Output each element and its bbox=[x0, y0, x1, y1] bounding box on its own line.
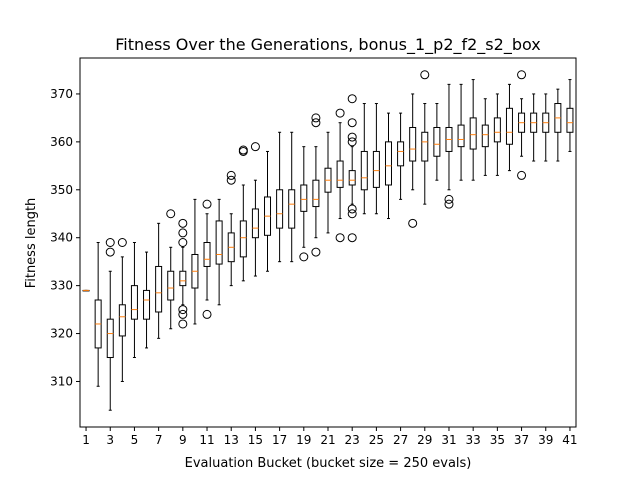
box bbox=[251, 208, 259, 239]
y-tick-label: 320 bbox=[50, 327, 73, 341]
box bbox=[118, 304, 126, 337]
x-tick-label: 15 bbox=[248, 433, 263, 447]
box bbox=[215, 220, 223, 265]
x-tick-label: 27 bbox=[393, 433, 408, 447]
outlier-point bbox=[226, 175, 236, 185]
outlier-point bbox=[420, 70, 430, 80]
outlier-point bbox=[311, 113, 321, 123]
x-tick-label: 19 bbox=[296, 433, 311, 447]
box bbox=[360, 150, 368, 191]
box bbox=[397, 141, 405, 167]
box bbox=[421, 131, 429, 162]
plot-frame bbox=[79, 57, 577, 428]
x-tick-label: 35 bbox=[490, 433, 505, 447]
box bbox=[457, 124, 465, 148]
box bbox=[348, 170, 356, 186]
y-tick-label: 350 bbox=[50, 183, 73, 197]
plot-area: 1 3 5 7 9 11 13 15 17 19 21 23 25 27 29 31 33 35 37 39 41310… bbox=[50, 70, 578, 447]
outlier-point bbox=[311, 118, 321, 128]
box bbox=[336, 160, 344, 188]
outlier-point bbox=[311, 247, 321, 257]
outlier-point bbox=[178, 228, 188, 238]
outlier-point bbox=[347, 233, 357, 243]
outlier-point bbox=[105, 238, 115, 247]
x-tick-label: 37 bbox=[514, 433, 529, 447]
box bbox=[493, 117, 501, 143]
x-tick-label: 21 bbox=[320, 433, 335, 447]
outlier-point bbox=[347, 132, 357, 142]
outlier-point bbox=[444, 199, 454, 209]
outlier-point bbox=[347, 209, 357, 219]
box bbox=[203, 242, 211, 267]
x-tick-label: 23 bbox=[345, 433, 360, 447]
x-tick-label: 7 bbox=[155, 433, 163, 447]
box bbox=[288, 189, 296, 229]
box bbox=[179, 270, 187, 287]
x-tick-label: 17 bbox=[272, 433, 287, 447]
outlier-point bbox=[178, 319, 188, 329]
y-tick-label: 370 bbox=[50, 87, 73, 101]
outlier-point bbox=[444, 194, 454, 204]
box bbox=[384, 141, 392, 186]
x-tick-label: 5 bbox=[131, 433, 139, 447]
outlier-point bbox=[238, 145, 248, 155]
x-tick-label: 41 bbox=[562, 433, 577, 447]
outlier-point bbox=[178, 238, 188, 247]
x-tick-label: 25 bbox=[369, 433, 384, 447]
x-axis-label: Evaluation Bucket (bucket size = 250 eva… bbox=[185, 456, 472, 471]
box bbox=[143, 289, 151, 320]
y-tick-label: 330 bbox=[50, 279, 73, 293]
outlier-point bbox=[347, 204, 357, 214]
y-axis-label: Fitness length bbox=[24, 198, 39, 289]
outlier-point bbox=[347, 94, 357, 104]
outlier-point bbox=[226, 170, 236, 180]
x-tick-label: 39 bbox=[538, 433, 553, 447]
outlier-point bbox=[166, 209, 176, 219]
box bbox=[409, 126, 417, 162]
box bbox=[155, 265, 163, 313]
outlier-point bbox=[178, 309, 188, 319]
outlier-point bbox=[347, 118, 357, 128]
x-tick-label: 11 bbox=[199, 433, 214, 447]
x-tick-label: 33 bbox=[466, 433, 481, 447]
box bbox=[312, 179, 320, 208]
box bbox=[505, 107, 513, 145]
outlier-point bbox=[517, 170, 527, 180]
outlier-point bbox=[178, 218, 188, 228]
outlier-point bbox=[408, 218, 418, 228]
box bbox=[433, 126, 441, 157]
x-tick-label: 3 bbox=[106, 433, 114, 447]
y-tick-label: 340 bbox=[50, 231, 73, 245]
outlier-point bbox=[347, 137, 357, 147]
x-tick-label: 13 bbox=[224, 433, 239, 447]
outlier-point bbox=[105, 247, 115, 257]
outlier-point bbox=[299, 252, 309, 262]
outlier-point bbox=[202, 309, 212, 319]
y-tick-label: 310 bbox=[50, 374, 73, 388]
outlier-point bbox=[335, 108, 345, 118]
outlier-point bbox=[117, 238, 127, 247]
x-tick-label: 9 bbox=[179, 433, 187, 447]
box bbox=[276, 189, 284, 229]
box bbox=[566, 107, 574, 133]
box bbox=[106, 318, 114, 359]
box bbox=[239, 220, 247, 258]
chart-title: Fitness Over the Generations, bonus_1_p2… bbox=[115, 35, 541, 55]
outlier-point bbox=[517, 70, 527, 80]
box bbox=[300, 184, 308, 212]
y-tick-label: 360 bbox=[50, 135, 73, 149]
x-tick-label: 29 bbox=[417, 433, 432, 447]
box bbox=[130, 285, 138, 320]
outlier-point bbox=[335, 233, 345, 243]
box bbox=[167, 270, 175, 301]
outlier-point bbox=[202, 199, 212, 209]
box bbox=[469, 117, 477, 150]
outlier-point bbox=[178, 305, 188, 315]
x-tick-label: 31 bbox=[441, 433, 456, 447]
x-tick-label: 1 bbox=[82, 433, 90, 447]
outlier-point bbox=[250, 142, 260, 152]
box bbox=[481, 124, 489, 148]
box bbox=[372, 150, 380, 188]
